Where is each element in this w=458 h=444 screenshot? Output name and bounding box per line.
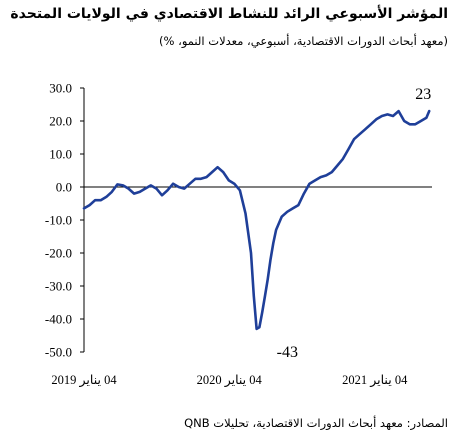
series-line-0 [82,109,431,331]
y-tick-label: -50.0 [45,345,72,360]
y-tick-label: -30.0 [45,279,72,294]
x-tick-label: 04 يناير 2020 [197,373,263,388]
data-label: 23 [415,86,431,103]
chart-title: المؤشر الأسبوعي الرائد للنشاط الاقتصادي … [10,6,448,22]
x-tick-label: 04 يناير 2021 [342,373,408,388]
y-tick-label: 0.0 [56,180,72,195]
y-tick-label: 20.0 [49,114,72,129]
y-tick-label: 10.0 [49,147,72,162]
y-tick-label: -20.0 [45,246,72,261]
series-layer [82,109,431,331]
y-tick-label: -40.0 [45,312,72,327]
chart-subtitle: (معهد أبحاث الدورات الاقتصادية، أسبوعي، … [159,34,448,48]
x-axis: 04 يناير 2019 04 يناير 2020 04 يناير 2021 [51,186,432,388]
y-tick-label: 30.0 [49,81,72,96]
x-tick-label: 04 يناير 2019 [51,373,117,388]
source-note: المصادر: معهد أبحاث الدورات الاقتصادية، … [184,416,448,430]
data-label: -43 [277,344,298,361]
y-tick-label: -10.0 [45,213,72,228]
annotation-layer: 23 -43 [277,86,432,361]
y-axis: 30.0 20.0 10.0 0.0 -10.0 -20.0 -30.0 -40.0 -50.0 [45,81,85,360]
